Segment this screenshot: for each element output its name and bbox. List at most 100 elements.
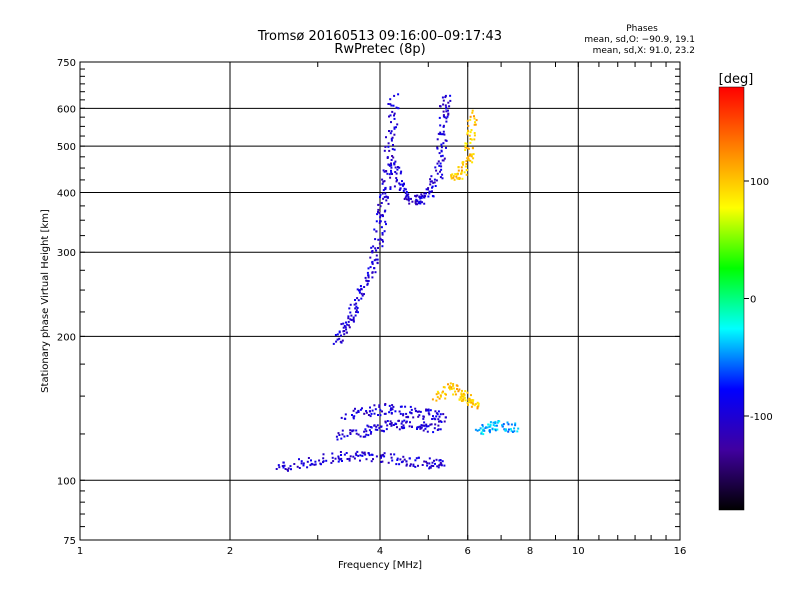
data-point <box>409 463 412 466</box>
data-point <box>437 392 440 395</box>
data-point <box>454 390 457 393</box>
data-point <box>402 184 404 187</box>
data-point <box>389 186 392 189</box>
data-point <box>423 460 426 463</box>
data-point <box>394 410 397 413</box>
data-point <box>459 396 462 399</box>
data-point <box>383 196 386 199</box>
data-point <box>375 258 378 261</box>
data-point <box>436 465 439 468</box>
data-point <box>416 194 419 197</box>
data-point <box>381 233 384 236</box>
data-point <box>378 406 381 408</box>
data-point <box>358 289 361 292</box>
data-point <box>432 465 435 467</box>
data-point <box>373 404 376 407</box>
data-point <box>366 271 369 274</box>
data-point <box>430 464 433 467</box>
data-point <box>436 172 439 175</box>
data-point <box>430 175 433 178</box>
data-point <box>363 412 366 415</box>
stats-line-o: mean, sd,O: −90.9, 19.1 <box>584 35 695 45</box>
data-point <box>403 419 406 422</box>
data-point <box>422 429 425 432</box>
data-point <box>436 396 439 399</box>
data-point <box>450 175 453 178</box>
data-point <box>379 196 381 199</box>
data-point <box>492 421 495 424</box>
data-point <box>435 458 438 461</box>
data-point <box>432 181 435 184</box>
x-tick-label: 4 <box>377 546 383 557</box>
data-point <box>363 430 366 433</box>
data-point <box>393 162 396 165</box>
data-point <box>437 418 440 421</box>
data-point <box>371 453 374 456</box>
data-point <box>389 420 392 423</box>
data-point <box>407 196 410 199</box>
data-point <box>419 202 422 205</box>
data-point <box>457 177 460 180</box>
data-point <box>423 192 426 195</box>
data-point <box>306 466 309 469</box>
data-point <box>441 460 444 463</box>
data-point <box>409 411 411 414</box>
data-point <box>443 157 446 160</box>
data-point <box>473 138 476 141</box>
data-point <box>473 404 476 407</box>
data-point <box>314 463 317 466</box>
data-point <box>438 116 441 119</box>
data-point <box>504 429 507 432</box>
data-point <box>439 176 442 179</box>
data-point <box>401 183 404 186</box>
data-point <box>335 340 338 343</box>
data-point <box>361 451 364 454</box>
y-tick-label: 100 <box>57 476 76 487</box>
colorbar-tick-label: -100 <box>750 412 773 423</box>
data-point <box>377 238 380 241</box>
data-point <box>457 166 460 169</box>
data-point <box>436 138 439 141</box>
data-point <box>445 117 448 120</box>
data-point <box>346 323 349 326</box>
data-point <box>433 178 436 181</box>
data-point <box>439 162 442 165</box>
data-point <box>431 190 433 193</box>
data-point <box>348 326 351 329</box>
data-point <box>340 334 342 337</box>
y-tick-label: 400 <box>57 188 76 199</box>
data-point <box>507 423 510 426</box>
data-point <box>473 117 476 120</box>
data-point <box>380 454 383 457</box>
data-point <box>392 156 395 159</box>
data-point <box>340 457 343 460</box>
data-point <box>511 431 514 433</box>
data-point <box>399 458 402 461</box>
data-point <box>460 397 463 400</box>
y-tick-label: 75 <box>63 536 76 547</box>
data-point <box>374 428 377 431</box>
data-point <box>385 195 388 198</box>
data-point <box>371 271 374 274</box>
data-point <box>355 311 358 313</box>
data-point <box>395 106 398 109</box>
data-point <box>374 408 377 411</box>
data-point <box>376 262 379 265</box>
data-point <box>414 200 417 203</box>
data-point <box>414 195 417 198</box>
data-point <box>435 415 438 418</box>
data-point <box>387 202 390 205</box>
data-point <box>442 142 445 145</box>
data-point <box>345 452 348 454</box>
data-point <box>332 342 335 345</box>
data-point <box>411 426 413 428</box>
data-point <box>444 416 447 419</box>
data-point <box>419 425 422 428</box>
data-point <box>469 115 472 118</box>
data-point <box>384 145 387 148</box>
data-point <box>467 147 470 150</box>
data-point <box>422 415 425 418</box>
data-point <box>387 163 390 166</box>
data-point <box>437 132 440 135</box>
stats-line-x: mean, sd,X: 91.0, 23.2 <box>593 46 695 56</box>
